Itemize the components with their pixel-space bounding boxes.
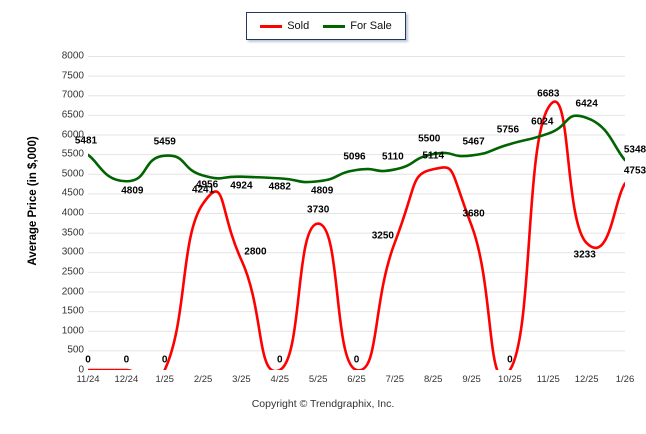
y-tick-label: 2000 [61, 286, 84, 297]
data-label: 4809 [121, 185, 144, 197]
y-tick-label: 2500 [61, 266, 84, 278]
data-label: 6683 [537, 88, 560, 100]
series-line-for-sale[interactable] [88, 114, 625, 184]
data-label: 5096 [343, 151, 366, 163]
line-swatch-green-icon [323, 24, 346, 28]
y-tick-label: 5000 [61, 168, 84, 180]
data-label: 5110 [381, 151, 404, 163]
data-label: 4753 [623, 165, 646, 177]
y-tick-label: 1500 [61, 305, 84, 317]
chart-legend: Sold For Sale [246, 12, 406, 40]
x-tick-label: 3/25 [232, 374, 251, 385]
data-label: 5500 [418, 133, 441, 145]
y-tick-label: 8000 [61, 50, 84, 62]
data-label: 0 [85, 354, 91, 366]
data-label: 0 [353, 354, 360, 366]
legend-item-for-sale[interactable]: For Sale [323, 19, 392, 32]
data-label: 5348 [623, 144, 646, 156]
data-label: 3233 [573, 249, 596, 261]
x-tick-label: 7/25 [385, 374, 405, 385]
x-tick-label: 11/24 [76, 374, 100, 385]
data-label: 5114 [422, 150, 445, 162]
legend-item-sold[interactable]: Sold [260, 19, 310, 32]
data-label: 5459 [153, 136, 176, 148]
y-tick-label: 7500 [61, 70, 84, 82]
data-label: 2800 [244, 246, 267, 258]
x-tick-label: 8/25 [423, 374, 443, 385]
y-tick-label: 4500 [61, 187, 84, 199]
line-swatch-red-icon [260, 24, 283, 28]
x-tick-label: 12/24 [114, 374, 139, 385]
plot-area [88, 56, 625, 370]
x-tick-label: 1/26 [615, 374, 635, 385]
x-axis-ticks: 11/24 12/24 1/25 2/25 3/25 4/25 5/25 6/25 7/25 8/… [76, 374, 634, 390]
x-tick-label: 1/25 [155, 374, 174, 385]
y-tick-label: 5500 [61, 148, 84, 160]
data-label: 4809 [311, 185, 334, 197]
legend-label-for-sale: For Sale [350, 19, 392, 32]
data-label: 4882 [268, 181, 291, 193]
y-axis-ticks: 0 500 1000 1500 2000 2500 3000 3500 4000 4500 5000… [36, 51, 84, 376]
data-label: 6424 [575, 98, 598, 110]
x-tick-label: 11/25 [536, 374, 560, 385]
data-label: 0 [161, 354, 168, 366]
data-label: 0 [507, 354, 513, 366]
x-tick-label: 2/25 [193, 374, 213, 385]
y-tick-label: 0 [78, 364, 84, 376]
x-tick-label: 9/25 [462, 374, 481, 385]
data-label: 5756 [496, 124, 520, 136]
y-tick-label: 3500 [61, 227, 84, 239]
x-tick-label: 10/25 [498, 374, 522, 385]
data-label: 6024 [531, 116, 554, 128]
data-label: 3730 [307, 204, 330, 216]
x-tick-label: 12/25 [574, 374, 599, 385]
plot-svg [88, 56, 625, 370]
y-tick-label: 3000 [61, 246, 84, 258]
data-label: 4956 [195, 179, 219, 191]
y-tick-label: 6500 [61, 109, 84, 121]
y-tick-label: 1000 [61, 325, 84, 337]
data-label: 3250 [371, 230, 394, 242]
legend-label-sold: Sold [287, 19, 310, 32]
y-tick-label: 4000 [61, 207, 84, 219]
x-tick-label: 6/25 [347, 374, 366, 385]
data-label: 4241 [191, 184, 215, 196]
y-tick-label: 500 [67, 344, 84, 356]
data-label: 0 [123, 354, 130, 366]
x-tick-label: 5/25 [308, 374, 328, 385]
data-label: 0 [277, 354, 283, 366]
x-tick-label: 4/25 [270, 374, 290, 385]
y-tick-label: 6000 [61, 129, 84, 140]
copyright-text: Copyright © Trendgraphix, Inc. [251, 398, 395, 410]
data-label: 5467 [462, 136, 485, 148]
data-label: 4924 [230, 180, 253, 192]
data-label: 5481 [74, 135, 98, 147]
y-tick-label: 7000 [61, 89, 84, 101]
data-label: 3680 [462, 208, 485, 220]
